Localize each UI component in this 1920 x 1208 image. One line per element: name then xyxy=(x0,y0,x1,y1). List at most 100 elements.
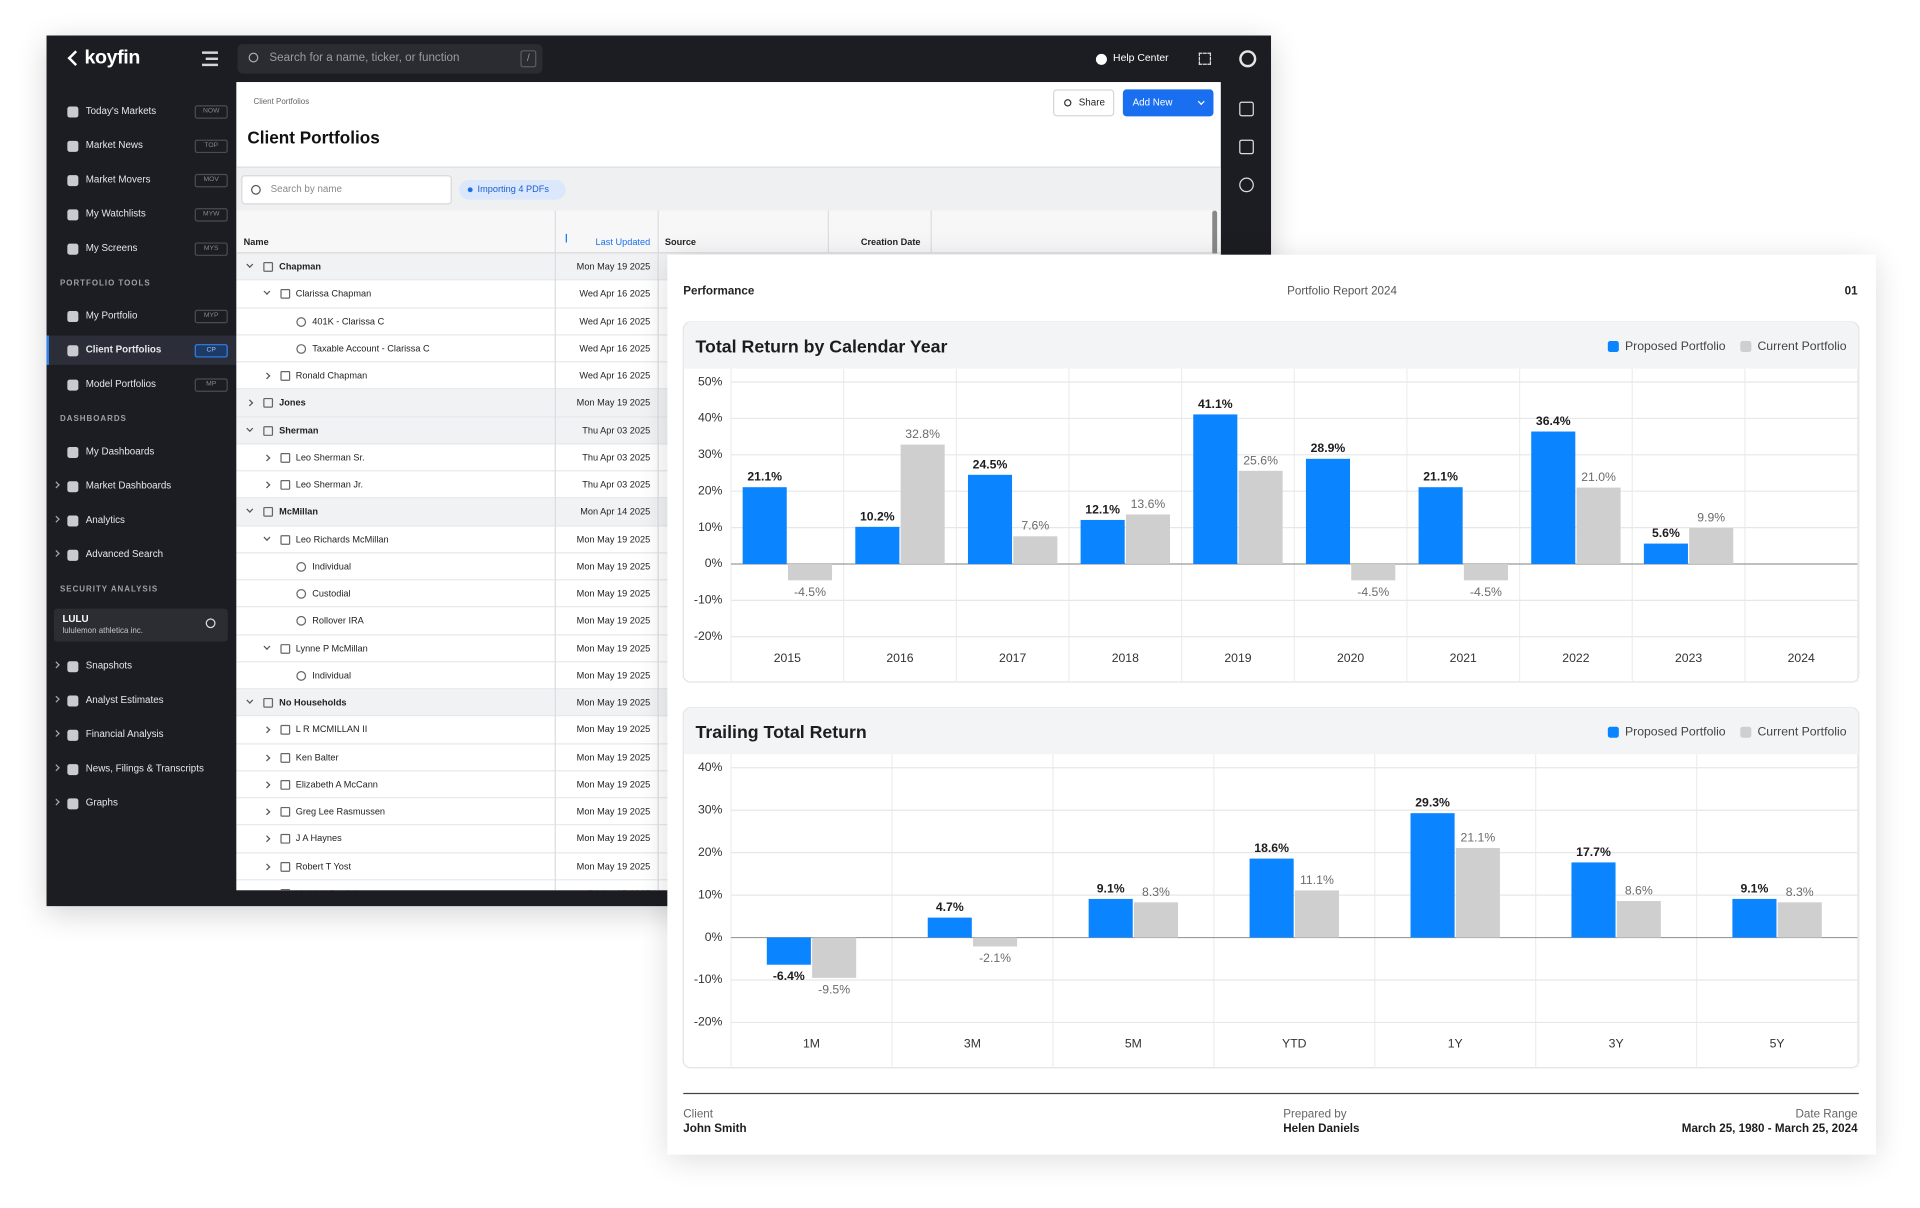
chevron xyxy=(52,730,60,737)
bar xyxy=(1418,487,1463,564)
column-header[interactable]: Creation Date xyxy=(860,236,921,248)
row-name: Clarissa Chapman xyxy=(295,288,372,300)
menu-icon xyxy=(202,63,218,66)
value-label: 28.9% xyxy=(1311,441,1346,455)
portfolio-icon xyxy=(279,643,290,654)
value-label: -4.5% xyxy=(1357,585,1389,599)
ticker-name: lululemon athletica inc. xyxy=(62,626,143,636)
row-updated: Thu Apr 03 2025 xyxy=(582,478,651,490)
row-updated: Mon May 19 2025 xyxy=(576,751,651,763)
y-tick-label: -20% xyxy=(694,629,723,643)
report: Performance Portfolio Report 2024 01 Total … xyxy=(682,285,1860,1135)
column-header[interactable]: Name xyxy=(243,236,269,248)
help-link[interactable]: Help Center xyxy=(1113,51,1169,64)
household-icon xyxy=(263,425,274,436)
bar xyxy=(1193,414,1238,564)
x-tick-label: 2019 xyxy=(1224,651,1251,665)
row-updated: Mon May 19 2025 xyxy=(576,587,651,599)
bar xyxy=(967,474,1013,564)
rail-icon[interactable] xyxy=(1239,177,1254,193)
x-tick-label: 2024 xyxy=(1788,651,1815,665)
x-tick-label: 2023 xyxy=(1675,651,1702,665)
nav-icon xyxy=(67,763,79,775)
bar xyxy=(900,444,945,564)
nav-label[interactable]: My Screens xyxy=(85,242,138,254)
rail-icon[interactable] xyxy=(1239,139,1254,155)
bar xyxy=(1463,563,1508,581)
nav-label[interactable]: Advanced Search xyxy=(85,548,164,560)
nav-label[interactable]: Market News xyxy=(85,139,143,151)
row-updated: Mon May 19 2025 xyxy=(576,832,651,844)
value-label: 4.7% xyxy=(936,900,964,914)
portfolio-icon xyxy=(279,371,290,381)
column-header[interactable]: Source xyxy=(664,236,697,248)
x-tick-label: 2022 xyxy=(1562,651,1589,665)
legend-label: Current Portfolio xyxy=(1757,724,1846,738)
y-tick-label: -10% xyxy=(694,972,723,986)
nav-label[interactable]: Model Portfolios xyxy=(85,378,156,390)
footer-value: Helen Daniels xyxy=(1283,1122,1359,1135)
nav-shortcut: MOV xyxy=(194,173,228,187)
nav-label[interactable]: My Portfolio xyxy=(85,309,138,321)
ticker-box[interactable]: LULU lululemon athletica inc. xyxy=(53,608,228,642)
legend-swatch xyxy=(1607,341,1619,353)
chevron xyxy=(52,661,60,669)
row-name: Rollover IRA xyxy=(312,615,364,627)
logo-mark xyxy=(67,50,84,66)
nav-label[interactable]: Client Portfolios xyxy=(85,344,162,356)
search-icon xyxy=(248,52,259,63)
nav-label[interactable]: Snapshots xyxy=(85,660,133,672)
nav-icon xyxy=(67,797,79,809)
chevron xyxy=(262,481,270,489)
nav-label[interactable]: News, Filings & Transcripts xyxy=(85,762,204,774)
bar xyxy=(1410,813,1455,938)
value-label: 25.6% xyxy=(1243,453,1278,467)
nav-label[interactable]: Graphs xyxy=(85,797,118,809)
nav-label[interactable]: Market Movers xyxy=(85,173,151,185)
footer-label: Client xyxy=(683,1107,713,1120)
share-button[interactable]: Share xyxy=(1053,89,1115,117)
share-label: Share xyxy=(1078,96,1105,108)
chevron xyxy=(262,726,270,734)
account-icon xyxy=(296,670,307,681)
nav-label[interactable]: Analytics xyxy=(85,514,125,526)
menu-icon xyxy=(205,57,218,60)
nav-label[interactable]: Analyst Estimates xyxy=(85,694,164,706)
bar xyxy=(973,937,1018,947)
bar xyxy=(1080,519,1125,564)
rail-icon[interactable] xyxy=(1239,101,1254,117)
portfolio-icon xyxy=(279,289,290,300)
add-new-button[interactable]: Add New xyxy=(1122,89,1214,117)
ticker-search-icon xyxy=(205,618,216,629)
nav-label[interactable]: My Dashboards xyxy=(85,445,155,457)
sidebar: Today's Markets NOW Market News TOP Market M… xyxy=(46,82,237,906)
row-name: Untitled Portfolio xyxy=(296,880,363,890)
nav-label[interactable]: Today's Markets xyxy=(85,105,157,117)
account-icon xyxy=(296,561,307,572)
fullscreen-icon[interactable] xyxy=(1198,52,1212,65)
row-updated: Wed Apr 16 2025 xyxy=(579,369,651,381)
row-updated: Mon May 19 2025 xyxy=(576,533,651,545)
row-name: McMillan xyxy=(279,506,318,518)
row-updated: Mon May 19 2025 xyxy=(576,805,651,817)
bar xyxy=(787,563,833,581)
value-label: 21.1% xyxy=(1423,470,1458,484)
table-search[interactable]: Search by name xyxy=(241,175,452,205)
row-name: L R MCMILLAN II xyxy=(295,723,368,736)
y-tick-label: 30% xyxy=(698,447,723,461)
value-label: 7.6% xyxy=(1021,519,1049,533)
account-icon xyxy=(296,316,307,327)
nav-label[interactable]: Market Dashboards xyxy=(85,480,172,492)
column-header[interactable]: Last Updated xyxy=(595,236,651,248)
nav-label[interactable]: Financial Analysis xyxy=(85,728,164,740)
row-updated: Mon May 19 2025 xyxy=(576,560,651,572)
user-icon[interactable] xyxy=(1239,50,1257,68)
bar xyxy=(1088,898,1133,938)
search-box[interactable]: Search for a name, ticker, or function / xyxy=(237,44,543,74)
nav-label[interactable]: My Watchlists xyxy=(85,208,146,220)
chevron xyxy=(246,424,254,432)
value-label: 9.1% xyxy=(1740,881,1768,895)
breadcrumb: Client Portfolios xyxy=(253,97,310,107)
chevron xyxy=(262,642,270,650)
